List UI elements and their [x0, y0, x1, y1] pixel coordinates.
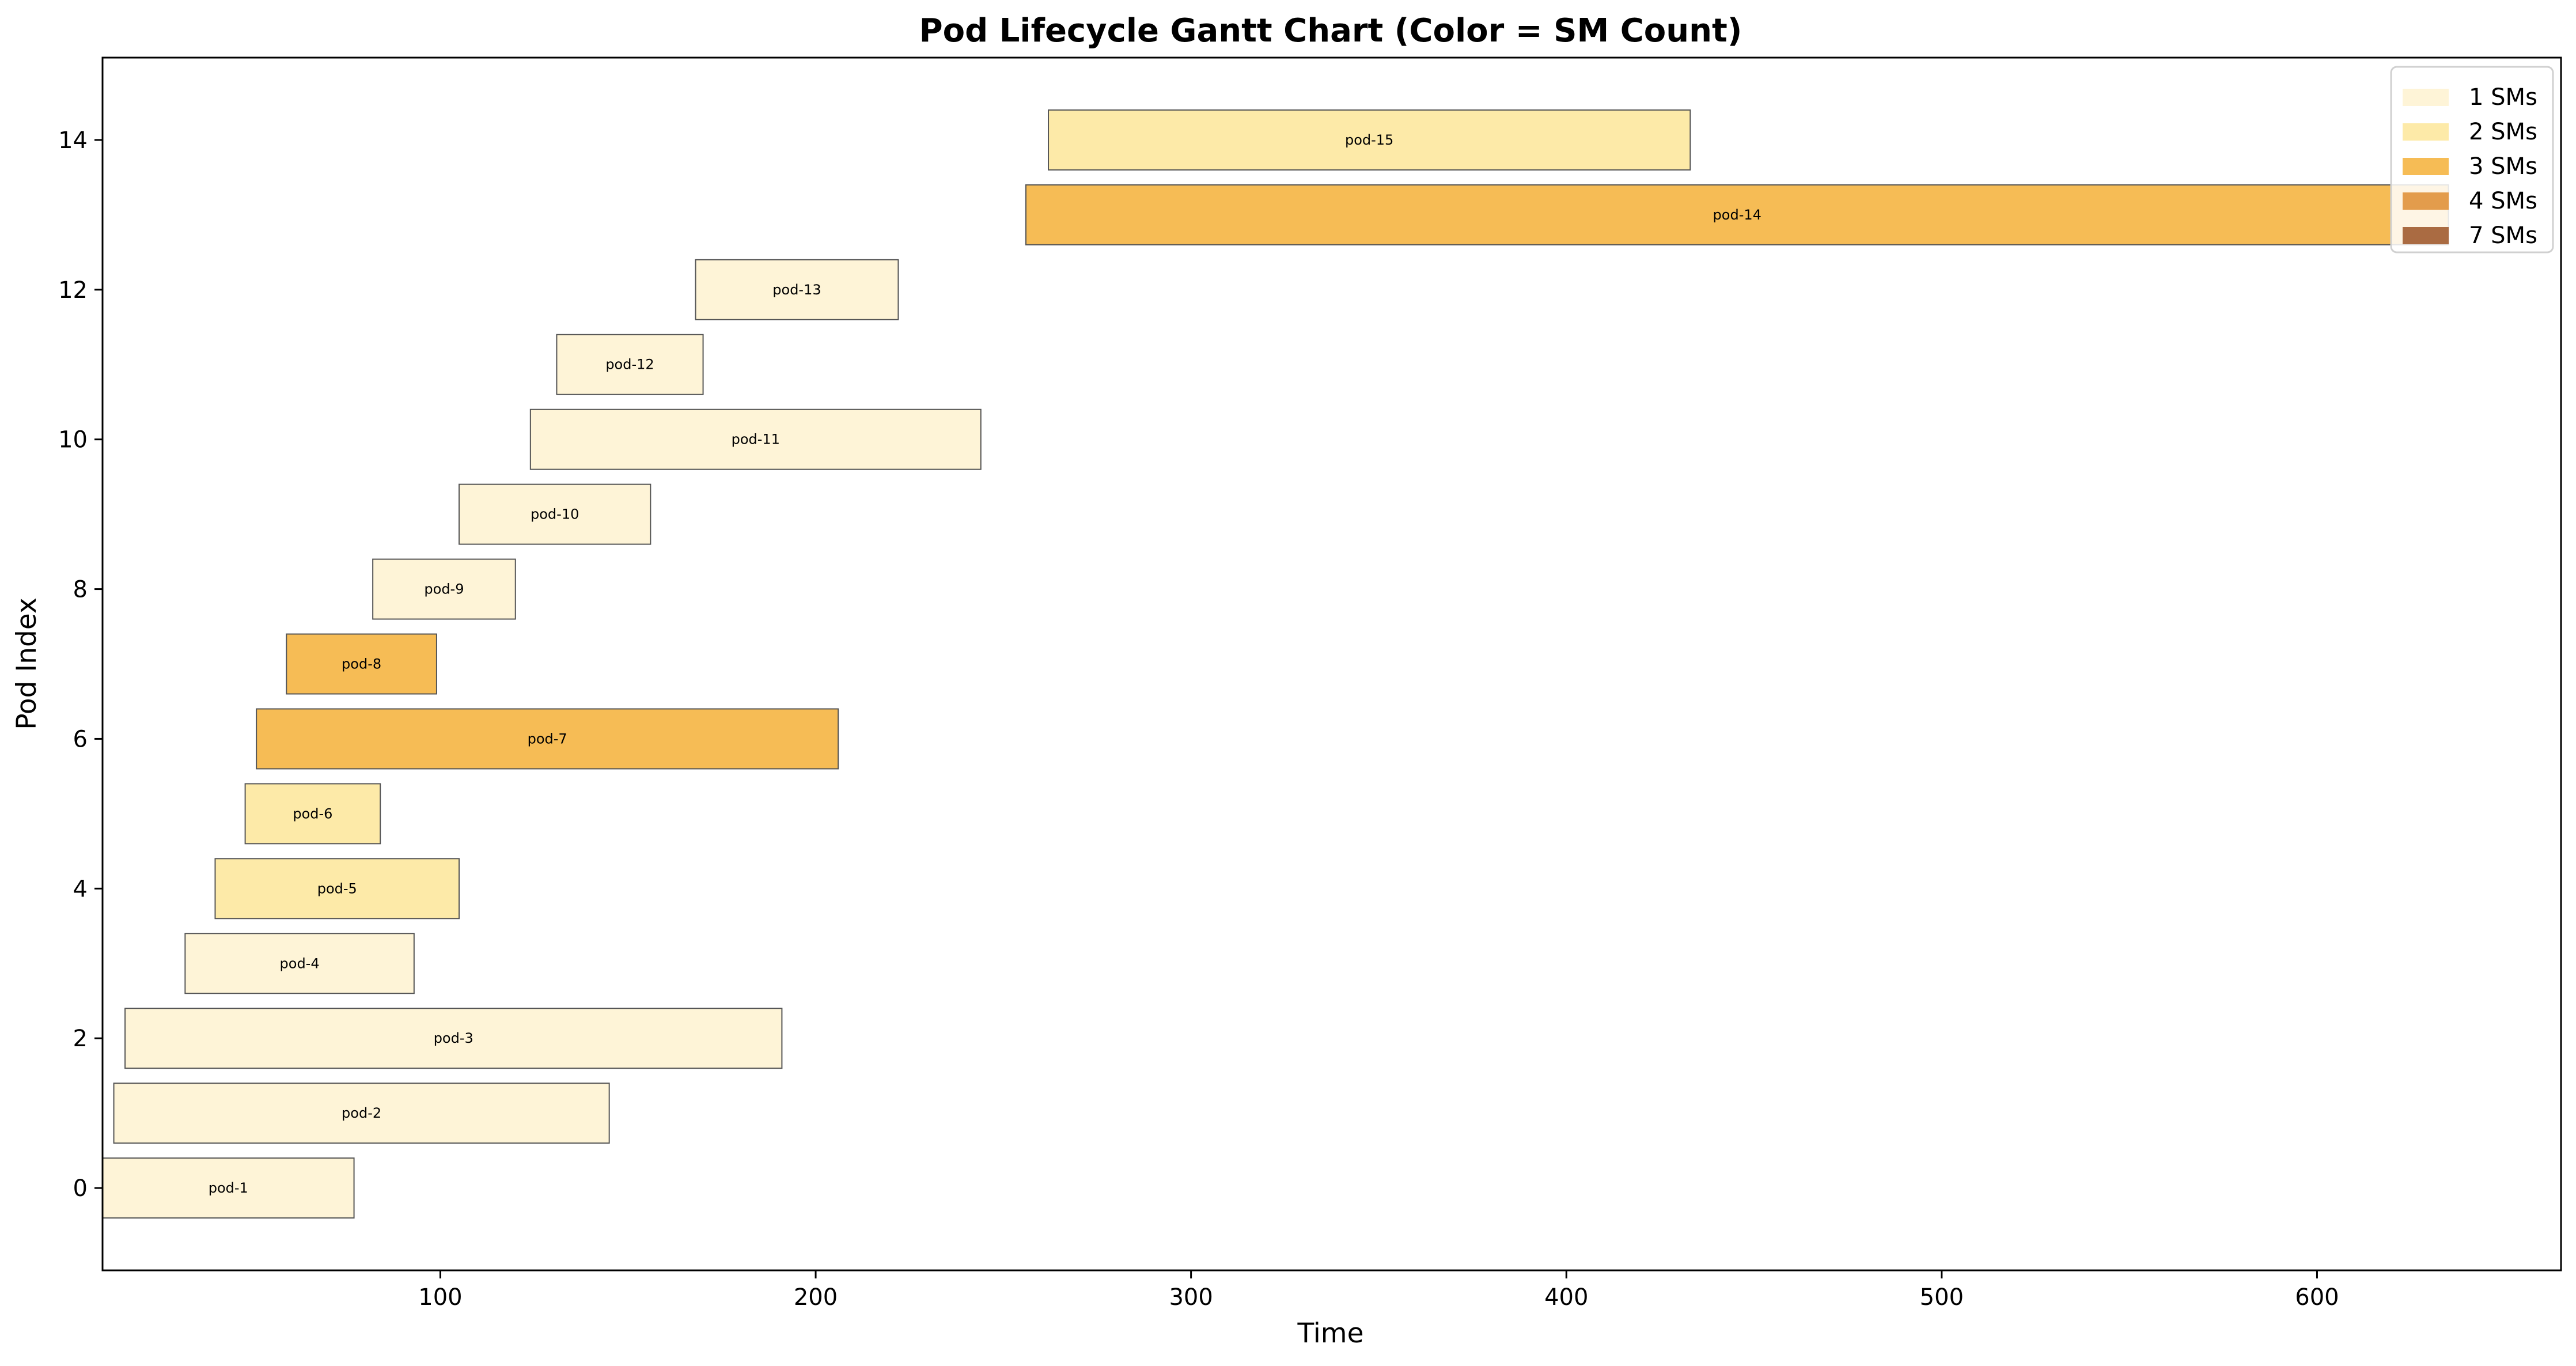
- y-tick-label: 4: [73, 876, 88, 902]
- x-tick-label: 600: [2295, 1284, 2339, 1311]
- x-tick-label: 300: [1169, 1284, 1213, 1311]
- bar-label-pod-12: pod-12: [605, 357, 654, 373]
- bar-labels-layer: pod-1 pod-2 pod-3 pod-4 pod-5 pod-6 pod-7 pod-8…: [209, 132, 1761, 1196]
- legend: 1 SMs 2 SMs 3 SMs 4 SMs 7 SMs: [2390, 66, 2554, 253]
- bar-pod-11: [529, 408, 982, 470]
- legend-entry-label: 4 SMs: [2469, 188, 2537, 214]
- x-axis: 100 200 300 400 500 600: [418, 1270, 2339, 1311]
- y-tick-label: 2: [73, 1026, 88, 1052]
- legend-swatch: [2403, 123, 2449, 141]
- bar-label-pod-2: pod-2: [342, 1105, 381, 1121]
- bar-pod-13: [695, 259, 899, 320]
- y-tick-label: 0: [73, 1175, 88, 1202]
- bar-pod-1: [102, 1157, 355, 1219]
- bar-label-pod-9: pod-9: [424, 581, 464, 597]
- chart-title: Pod Lifecycle Gantt Chart (Color = SM Co…: [919, 12, 1742, 50]
- x-axis-label: Time: [1297, 1318, 1363, 1349]
- bar-pod-14: [1025, 184, 2449, 245]
- legend-entry-label: 1 SMs: [2469, 84, 2537, 111]
- y-tick-label: 6: [73, 726, 88, 752]
- legend-entry-label: 2 SMs: [2469, 119, 2537, 145]
- legend-swatch: [2403, 227, 2449, 244]
- bar-pod-10: [459, 483, 651, 545]
- bar-label-pod-6: pod-6: [293, 805, 332, 822]
- bar-label-pod-10: pod-10: [531, 506, 579, 523]
- bars-layer: [102, 109, 2449, 1219]
- bar-label-pod-14: pod-14: [1713, 207, 1761, 223]
- bar-label-pod-3: pod-3: [434, 1030, 473, 1046]
- y-tick-label: 10: [58, 427, 88, 453]
- bar-label-pod-5: pod-5: [317, 880, 357, 896]
- bar-pod-5: [214, 858, 460, 920]
- bar-label-pod-11: pod-11: [732, 432, 780, 448]
- bar-pod-4: [184, 933, 415, 994]
- bar-label-pod-8: pod-8: [342, 656, 381, 672]
- x-tick-label: 100: [418, 1284, 462, 1311]
- y-tick-label: 12: [58, 277, 88, 304]
- bar-label-pod-1: pod-1: [209, 1180, 248, 1196]
- x-tick-label: 400: [1544, 1284, 1588, 1311]
- bar-pod-2: [113, 1083, 610, 1144]
- bar-pod-8: [286, 633, 437, 695]
- bar-pod-9: [372, 558, 516, 620]
- y-axis-label: Pod Index: [11, 597, 43, 730]
- bar-label-pod-13: pod-13: [772, 282, 821, 298]
- legend-swatch: [2403, 192, 2449, 210]
- bar-pod-7: [256, 708, 839, 770]
- legend-swatch: [2403, 89, 2449, 106]
- bar-label-pod-4: pod-4: [280, 955, 320, 971]
- legend-entry-label: 3 SMs: [2469, 153, 2537, 180]
- x-tick-label: 200: [794, 1284, 838, 1311]
- bar-pod-12: [556, 334, 704, 395]
- bar-pod-15: [1048, 109, 1691, 171]
- bar-pod-3: [124, 1008, 783, 1069]
- legend-swatch: [2403, 158, 2449, 175]
- x-tick-label: 500: [1920, 1284, 1964, 1311]
- bar-pod-6: [244, 783, 381, 845]
- legend-entry-label: 7 SMs: [2469, 222, 2537, 249]
- bar-label-pod-15: pod-15: [1345, 132, 1393, 148]
- y-tick-label: 14: [58, 127, 88, 154]
- y-axis: 0 2 4 6 8 10 12 14: [58, 127, 103, 1202]
- bar-label-pod-7: pod-7: [528, 731, 567, 747]
- y-tick-label: 8: [73, 577, 88, 603]
- plot-frame: [101, 56, 2562, 1272]
